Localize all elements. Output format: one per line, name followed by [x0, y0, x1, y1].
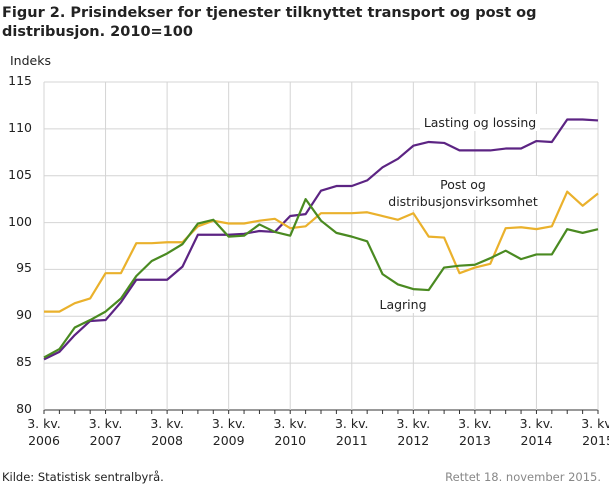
- y-tick-label: 115: [8, 73, 32, 88]
- x-tick-label: 3. kv. 2011: [334, 416, 369, 448]
- correction-note: Rettet 18. november 2015.: [445, 470, 601, 484]
- series-line: [44, 190, 599, 313]
- x-tick-label: 3. kv. 2006: [27, 416, 61, 448]
- x-tick-label: 3. kv. 2009: [211, 416, 246, 448]
- y-tick-label: 100: [8, 213, 32, 229]
- y-tick-label: 95: [16, 260, 32, 276]
- y-axis-label: Indeks: [10, 53, 51, 68]
- series-line: [43, 198, 599, 359]
- series-label: Lagring: [378, 296, 428, 313]
- y-tick-label: 110: [8, 119, 32, 135]
- y-tick-label: 90: [16, 307, 32, 323]
- y-tick-label: 105: [8, 166, 32, 182]
- x-tick-label: 3. kv. 2012: [396, 416, 431, 448]
- x-tick-label: 3. kv. 2010: [273, 416, 307, 448]
- series-label: Post og distribusjonsvirksomhet: [388, 176, 538, 210]
- y-tick-label: 80: [16, 401, 32, 416]
- y-tick-label: 85: [16, 354, 32, 370]
- x-tick-label: 3. kv. 2014: [519, 416, 554, 448]
- x-tick-label: 3. kv. 2013: [458, 416, 492, 448]
- source-note: Kilde: Statistisk sentralbyrå.: [2, 470, 164, 484]
- chart-title: Figur 2. Prisindekser for tjenester tilk…: [2, 5, 537, 40]
- series-label: Lasting og lossing: [420, 114, 540, 131]
- x-tick-label: 3. kv. 2015: [581, 416, 609, 448]
- x-tick-label: 3. kv. 2008: [150, 416, 184, 448]
- series-line: [43, 118, 599, 361]
- x-tick-label: 3. kv. 2007: [88, 416, 123, 448]
